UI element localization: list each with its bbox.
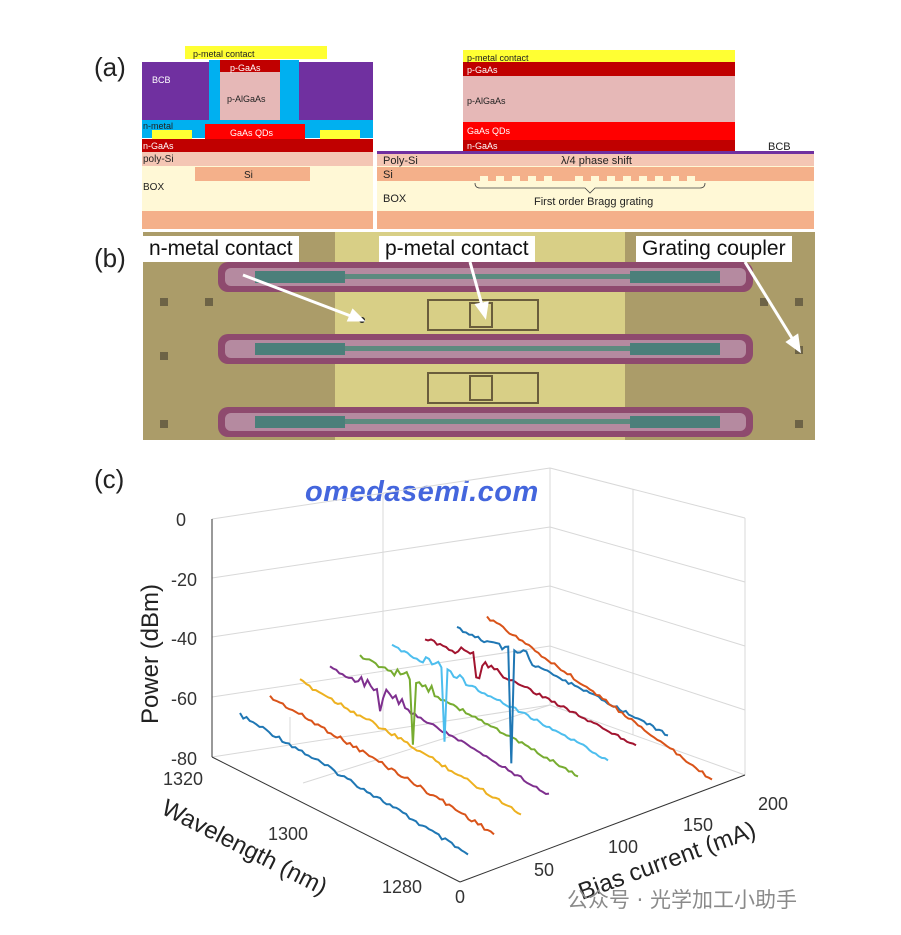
z-tick-4: -80 xyxy=(171,749,197,769)
wechat-source-text: 公众号 · 光学加工小助手 xyxy=(567,888,798,912)
z-tick-2: -40 xyxy=(171,629,197,649)
callout-grating-coupler: Grating coupler xyxy=(636,236,792,262)
x-tick-150: 150 xyxy=(683,815,713,835)
callout-n-metal-contact: n-metal contact xyxy=(143,236,299,262)
panel-label-a: (a) xyxy=(94,52,126,82)
left-nmetal-label: n-metal xyxy=(143,121,173,131)
right-cross-section: p-metal contact p-GaAs p-AlGaAs GaAs QDs… xyxy=(377,50,814,229)
z-axis-title: Power (dBm) xyxy=(137,584,164,724)
spectrum-series-120ma xyxy=(391,643,609,762)
spectrum-series-60ma xyxy=(299,678,522,816)
laser-row-1 xyxy=(218,262,753,292)
spectrum-series-140ma xyxy=(424,638,637,747)
right-pmetal-label: p-metal contact xyxy=(467,53,529,63)
phase-shift-label: λ/4 phase shift xyxy=(561,155,632,167)
callout-p-metal-contact: p-metal contact xyxy=(379,236,535,262)
left-palgaas-label: p-AlGaAs xyxy=(227,94,266,104)
panel-label-b: (b) xyxy=(94,243,126,273)
spectrum-series-180ma xyxy=(486,615,713,781)
bragg-grating-label: First order Bragg grating xyxy=(534,196,653,208)
left-pgaas-label: p-GaAs xyxy=(230,63,261,73)
right-si-label: Si xyxy=(383,169,393,181)
z-tick-1: -20 xyxy=(171,570,197,590)
right-gaasqds-label: GaAs QDs xyxy=(467,126,511,136)
y-tick-1300: 1300 xyxy=(268,824,308,844)
y-tick-1320: 1320 xyxy=(163,769,203,789)
left-bcb-label: BCB xyxy=(152,75,171,85)
panel-label-c: (c) xyxy=(94,464,125,494)
cross-section-diagram: p-metal contact p-GaAs p-AlGaAs BCB n-me… xyxy=(142,46,814,229)
right-pgaas-label: p-GaAs xyxy=(467,65,498,75)
laser-row-2 xyxy=(218,334,753,364)
laser-row-3 xyxy=(218,407,753,437)
z-tick-3: -60 xyxy=(171,689,197,709)
x-tick-100: 100 xyxy=(608,837,638,857)
spectrum-series-160ma xyxy=(456,625,669,764)
right-box-label: BOX xyxy=(383,193,407,205)
spectrum-series-20ma xyxy=(239,712,469,856)
y-tick-1280: 1280 xyxy=(382,877,422,897)
left-gaasqds-label: GaAs QDs xyxy=(230,128,274,138)
device-micrograph xyxy=(143,232,815,440)
x-tick-200: 200 xyxy=(758,794,788,814)
left-box-label: BOX xyxy=(143,182,164,193)
right-bcb-label: BCB xyxy=(768,141,791,153)
series-layer xyxy=(239,615,713,856)
chart-axes xyxy=(211,519,746,883)
y-axis-title: Wavelength (nm) xyxy=(157,794,331,901)
left-pmetal-label: p-metal contact xyxy=(193,49,255,59)
left-ngaas-label: n-GaAs xyxy=(143,141,174,151)
right-palgaas-label: p-AlGaAs xyxy=(467,96,506,106)
watermark-text: omedasemi.com xyxy=(305,476,539,508)
z-tick-0: 0 xyxy=(176,510,186,530)
left-cross-section: p-metal contact p-GaAs p-AlGaAs BCB n-me… xyxy=(142,46,373,229)
x-tick-50: 50 xyxy=(534,860,554,880)
spectrum-series-40ma xyxy=(269,695,495,836)
right-ngaas-label: n-GaAs xyxy=(467,141,498,151)
x-tick-0: 0 xyxy=(455,887,465,907)
left-polysi-label: poly-Si xyxy=(143,154,174,165)
right-polysi-label: Poly-Si xyxy=(383,155,418,167)
left-si-label: Si xyxy=(244,170,253,181)
spectrum-series-80ma xyxy=(329,665,550,796)
spectrum-series-100ma xyxy=(359,654,579,778)
